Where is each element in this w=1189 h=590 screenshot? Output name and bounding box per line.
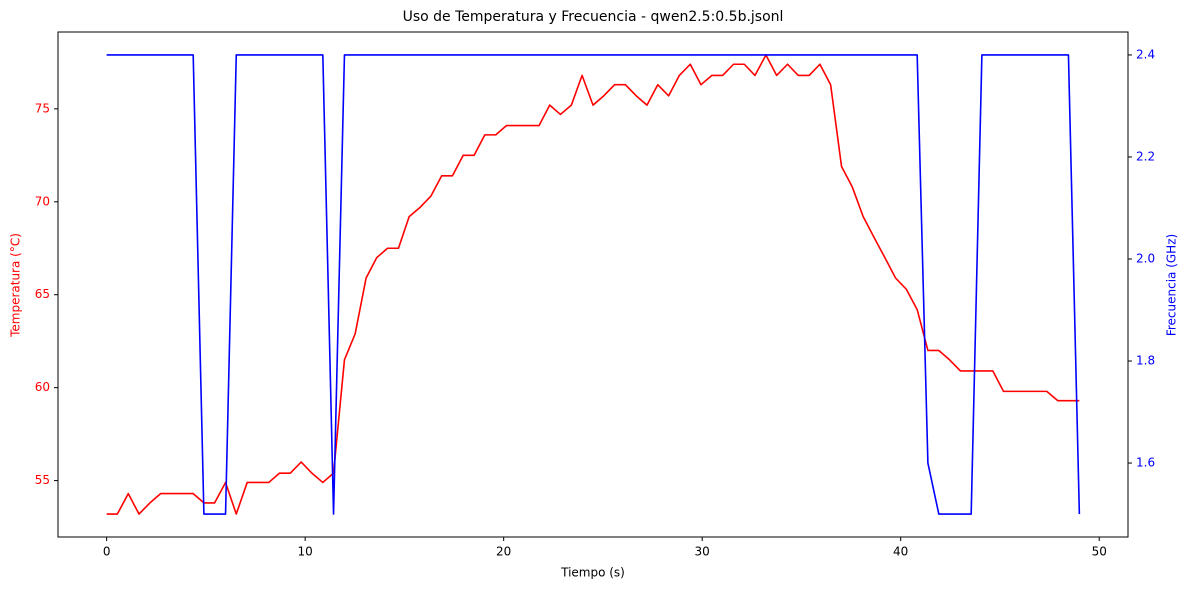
x-axis-label: Tiempo (s) <box>560 566 625 580</box>
x-tick-label: 40 <box>893 545 908 559</box>
x-tick-label: 0 <box>103 545 111 559</box>
y2-tick-label: 2.4 <box>1136 47 1155 61</box>
y2-tick-label: 1.6 <box>1136 456 1155 470</box>
series-line <box>106 54 1081 515</box>
y-axis-label: Temperatura (°C) <box>9 233 23 338</box>
plot-frame <box>57 31 1129 538</box>
y-tick-label: 75 <box>35 101 50 115</box>
y-tick-label: 65 <box>35 287 50 301</box>
x-tick-label: 20 <box>496 545 511 559</box>
chart-title: Uso de Temperatura y Frecuencia - qwen2.… <box>403 9 784 25</box>
y-tick-label: 55 <box>35 473 50 487</box>
y2-axis-label: Frecuencia (GHz) <box>1165 234 1179 336</box>
series-line <box>106 54 1080 515</box>
y2-tick-label: 2.0 <box>1136 251 1155 265</box>
x-tick-label: 30 <box>695 545 710 559</box>
y-tick-label: 60 <box>35 380 50 394</box>
y-tick-label: 70 <box>35 194 50 208</box>
x-tick-label: 10 <box>298 545 313 559</box>
y2-tick-label: 2.2 <box>1136 149 1155 163</box>
x-tick-label: 50 <box>1092 545 1107 559</box>
y2-tick-label: 1.8 <box>1136 354 1155 368</box>
